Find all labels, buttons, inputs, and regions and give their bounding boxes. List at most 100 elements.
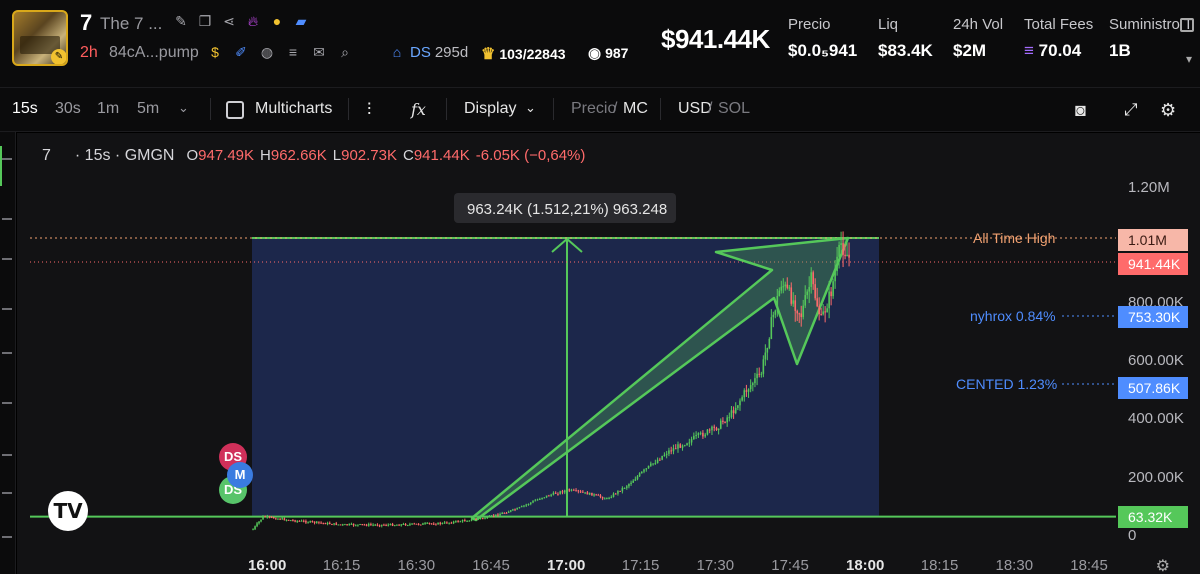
zoom-tool-icon[interactable] <box>2 492 12 494</box>
candle-body <box>737 405 739 408</box>
timeframe-15s[interactable]: 15s <box>12 100 38 117</box>
candle-body <box>419 524 422 526</box>
candle-body <box>715 427 718 431</box>
list-icon[interactable]: ≡ <box>288 44 298 60</box>
candle-body <box>534 500 537 502</box>
twitter-search-icon[interactable]: ✉ <box>313 43 325 60</box>
trendline-tool-icon[interactable] <box>2 218 12 220</box>
settings-gear-icon[interactable]: ⚙ <box>1160 100 1177 120</box>
dev-marker-ds[interactable]: DS <box>219 443 247 471</box>
axis-settings-icon[interactable]: ⚙ <box>1155 558 1170 574</box>
fullscreen-icon[interactable]: ⤢ <box>1124 100 1138 119</box>
edit-icon[interactable]: ✎ <box>175 12 187 29</box>
candle-body <box>626 486 628 488</box>
candle-body <box>266 516 269 518</box>
cented-label: CENTED 1.23% <box>956 376 1057 392</box>
watchers-count[interactable]: ◉ 987 <box>588 44 628 62</box>
candle-body <box>608 497 610 499</box>
token-actions: ✎ ❐ ⋖ 🔥︎ ● ▰ <box>172 12 310 30</box>
measure-tool-icon[interactable] <box>2 454 12 456</box>
candle-body <box>754 378 756 384</box>
price-toggle[interactable]: Precio <box>571 100 617 117</box>
timeframe-30s[interactable]: 30s <box>55 100 81 117</box>
candle-body <box>450 522 453 524</box>
change-value: -6.05K (−0,64%) <box>475 147 586 164</box>
crosshair-tool-icon[interactable] <box>2 158 12 160</box>
website-icon[interactable]: ◍ <box>260 43 274 60</box>
candle-body <box>279 518 281 520</box>
brush-tool-icon[interactable] <box>2 308 12 310</box>
pumpfun-icon[interactable]: $ <box>211 44 219 60</box>
ath-label: All Time High <box>973 230 1055 246</box>
candle-body <box>439 522 442 524</box>
migration-marker[interactable]: M <box>227 462 253 488</box>
feather-icon[interactable]: ✐ <box>235 43 247 60</box>
candle-body <box>711 426 713 431</box>
candle-body <box>490 515 493 517</box>
pattern-tool-icon[interactable] <box>2 402 12 404</box>
indicators-icon[interactable]: fx <box>411 100 426 119</box>
fib-tool-icon[interactable] <box>2 258 12 260</box>
candle-body <box>836 256 838 272</box>
candles-icon[interactable]: ⫶ <box>367 100 372 119</box>
candle-body <box>305 520 307 523</box>
candle-body <box>523 505 525 507</box>
candle-body <box>446 522 448 524</box>
candle-body <box>699 432 702 434</box>
display-menu[interactable]: Display <box>464 100 517 117</box>
trend-arrow-drawing[interactable] <box>470 236 850 522</box>
token-avatar[interactable]: ✎ <box>12 10 68 66</box>
holders-count[interactable]: ♛ 103/22843 <box>481 44 566 64</box>
candle-body <box>313 521 316 523</box>
camera-icon[interactable]: ◙ <box>1075 100 1086 120</box>
candle-body <box>331 524 333 526</box>
chevron-down-icon[interactable]: ▾ <box>1185 52 1192 66</box>
close-value: 941.44K <box>413 147 470 164</box>
copy-icon[interactable]: ❐ <box>198 12 212 29</box>
candle-body <box>806 291 808 296</box>
sol-toggle[interactable]: SOL <box>718 100 751 117</box>
candle-body <box>357 524 359 526</box>
multicharts-checkbox[interactable] <box>226 101 244 119</box>
candle-body <box>466 520 468 522</box>
message-icon[interactable]: ▰ <box>295 12 307 29</box>
candle-body <box>597 494 600 496</box>
multicharts-label[interactable]: Multicharts <box>255 100 333 117</box>
chevron-down-icon[interactable]: ⌄ <box>178 100 189 115</box>
usd-toggle[interactable]: USD <box>678 100 712 117</box>
search-icon[interactable]: ⌕ <box>341 43 349 60</box>
fire-icon[interactable]: 🔥︎ <box>247 12 259 29</box>
candle-body <box>670 450 672 452</box>
candle-body <box>557 493 559 495</box>
candle-body <box>610 496 613 498</box>
candle-body <box>520 506 523 508</box>
candle-body <box>739 400 741 406</box>
candle-body <box>481 518 484 520</box>
timeframe-5m[interactable]: 5m <box>137 100 160 117</box>
candle-body <box>816 298 818 307</box>
candle-body <box>802 305 805 317</box>
magnet-tool-icon[interactable] <box>2 536 12 538</box>
tradingview-logo[interactable]: TV <box>48 491 88 531</box>
x-axis-tick-label: 16:30 <box>398 557 436 574</box>
copy-icon[interactable] <box>1180 18 1194 32</box>
ath-price-tag: 1.01M <box>1128 232 1167 248</box>
candle-body <box>772 314 775 318</box>
candle-body <box>294 520 296 522</box>
chevron-down-icon[interactable]: ⌄ <box>525 100 536 115</box>
ds-age: 295d <box>434 43 469 61</box>
share-icon[interactable]: ⋖ <box>223 12 235 29</box>
candle-body <box>307 522 309 524</box>
open-label: O <box>186 147 199 164</box>
mc-toggle[interactable]: MC <box>623 100 648 117</box>
candle-body <box>693 435 695 440</box>
dev-stats[interactable]: ⌂ DS 295d <box>388 43 468 61</box>
community-icon[interactable]: ● <box>272 13 282 29</box>
text-tool-icon[interactable] <box>2 352 12 354</box>
candle-body <box>778 290 781 296</box>
timeframe-1m[interactable]: 1m <box>97 100 120 117</box>
edit-avatar-icon[interactable]: ✎ <box>51 49 66 64</box>
contract-address[interactable]: 84cA...pump <box>109 44 199 61</box>
candle-body <box>536 499 539 501</box>
